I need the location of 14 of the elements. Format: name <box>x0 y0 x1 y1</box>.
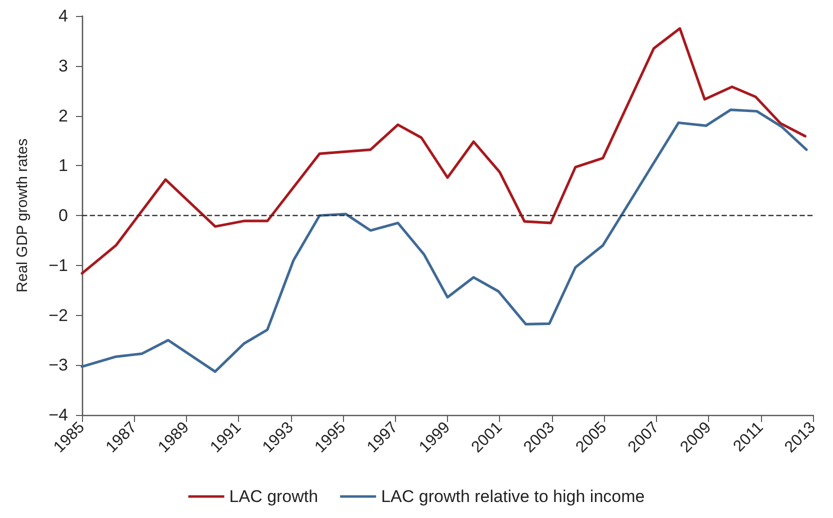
y-tick-label: −1 <box>48 256 68 275</box>
y-tick-label: −3 <box>48 356 68 375</box>
y-tick-label: 0 <box>58 206 68 225</box>
y-tick-label: 2 <box>58 106 68 126</box>
y-axis-title: Real GDP growth rates <box>14 138 31 292</box>
y-tick-label: −4 <box>48 406 68 424</box>
y-tick-label: 3 <box>58 56 68 76</box>
y-tick-label: −2 <box>48 306 68 325</box>
legend-label: LAC growth <box>229 487 318 506</box>
y-tick-label: 4 <box>58 6 68 26</box>
line-series <box>80 108 808 373</box>
line-series <box>80 27 806 275</box>
y-tick-label: 1 <box>58 156 68 176</box>
legend-label: LAC growth relative to high income <box>381 487 645 506</box>
